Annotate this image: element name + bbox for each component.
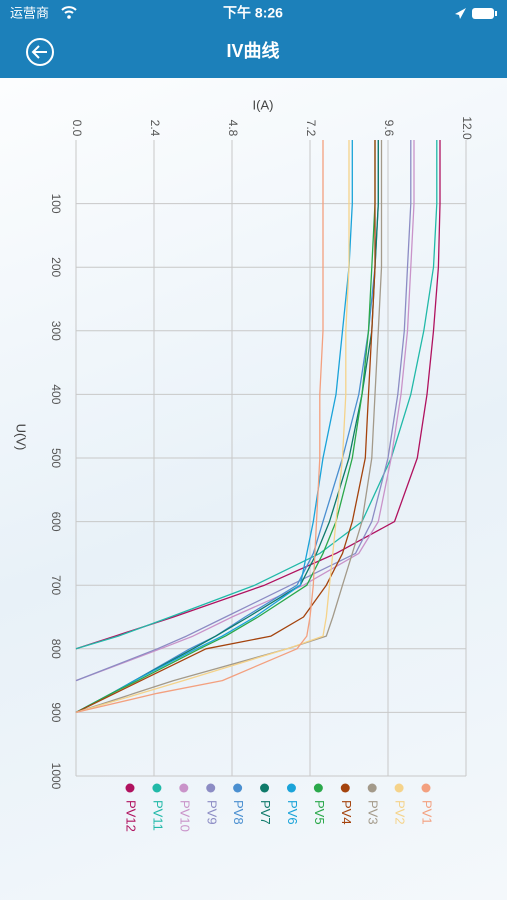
- battery-tip: [495, 11, 497, 16]
- iv-curve: [75, 140, 415, 682]
- iv-curve: [75, 140, 324, 714]
- legend-marker: [260, 783, 270, 793]
- legend-marker: [233, 783, 243, 793]
- y-tick-label: 12.0: [460, 116, 474, 140]
- x-tick-label: 300: [49, 321, 63, 341]
- legend-label: PV11: [150, 800, 165, 831]
- y-axis-title: I(A): [253, 97, 274, 112]
- iv-curve: [75, 140, 379, 713]
- wifi-dot: [67, 15, 71, 19]
- legend-marker: [125, 783, 135, 793]
- iv-curve: [75, 140, 376, 713]
- legend-marker: [179, 783, 189, 793]
- legend-label: PV12: [124, 800, 139, 832]
- iv-curve: [75, 140, 350, 714]
- y-tick-label: 0.0: [70, 120, 84, 137]
- x-tick-label: 900: [49, 702, 63, 722]
- x-axis-title: U(V): [14, 424, 29, 451]
- x-tick-label: 800: [49, 639, 63, 659]
- wifi-icon: [61, 6, 77, 14]
- iv-curve: [75, 140, 412, 682]
- legend-label: PV5: [312, 800, 327, 825]
- location-icon: [455, 8, 466, 19]
- legend-marker: [152, 783, 162, 793]
- x-tick-label: 100: [49, 194, 63, 214]
- battery: [472, 8, 494, 19]
- legend-marker: [206, 783, 216, 793]
- x-tick-label: 700: [49, 575, 63, 595]
- legend-label: PV10: [177, 800, 192, 832]
- legend-label: PV8: [231, 800, 246, 825]
- x-tick-label: 500: [49, 448, 63, 468]
- back-arrow[interactable]: [31, 45, 47, 59]
- legend-label: PV7: [258, 800, 273, 825]
- x-tick-label: 400: [49, 384, 63, 404]
- iv-curve: [75, 140, 379, 713]
- back-circle[interactable]: [26, 38, 54, 66]
- legend-label: PV4: [339, 800, 354, 825]
- legend-label: PV3: [366, 800, 381, 825]
- carrier: 运营商: [10, 5, 49, 20]
- legend-label: PV2: [393, 800, 408, 825]
- iv-curve: [75, 140, 383, 714]
- back-button[interactable]: [26, 38, 54, 66]
- legend-label: PV6: [285, 800, 300, 825]
- legend-label: PV1: [420, 800, 435, 825]
- page-title: IV曲线: [226, 40, 279, 61]
- iv-curve: [75, 140, 353, 713]
- y-tick-label: 2.4: [148, 120, 162, 137]
- legend-marker: [394, 783, 404, 793]
- iv-curve: [75, 140, 376, 713]
- legend-label: PV9: [204, 800, 219, 825]
- legend-marker: [286, 783, 296, 793]
- x-tick-label: 1000: [49, 763, 63, 790]
- iv-curve: [75, 140, 441, 650]
- legend-marker: [340, 783, 350, 793]
- header-bg: [0, 0, 507, 78]
- clock: 下午 8:26: [223, 5, 283, 21]
- x-tick-label: 600: [49, 512, 63, 532]
- y-tick-label: 9.6: [382, 120, 396, 137]
- y-tick-label: 4.8: [226, 120, 240, 137]
- legend-marker: [367, 783, 377, 793]
- legend-marker: [421, 783, 431, 793]
- y-tick-label: 7.2: [304, 120, 318, 137]
- legend-marker: [313, 783, 323, 793]
- x-tick-label: 200: [49, 257, 63, 277]
- iv-curve: [75, 140, 438, 650]
